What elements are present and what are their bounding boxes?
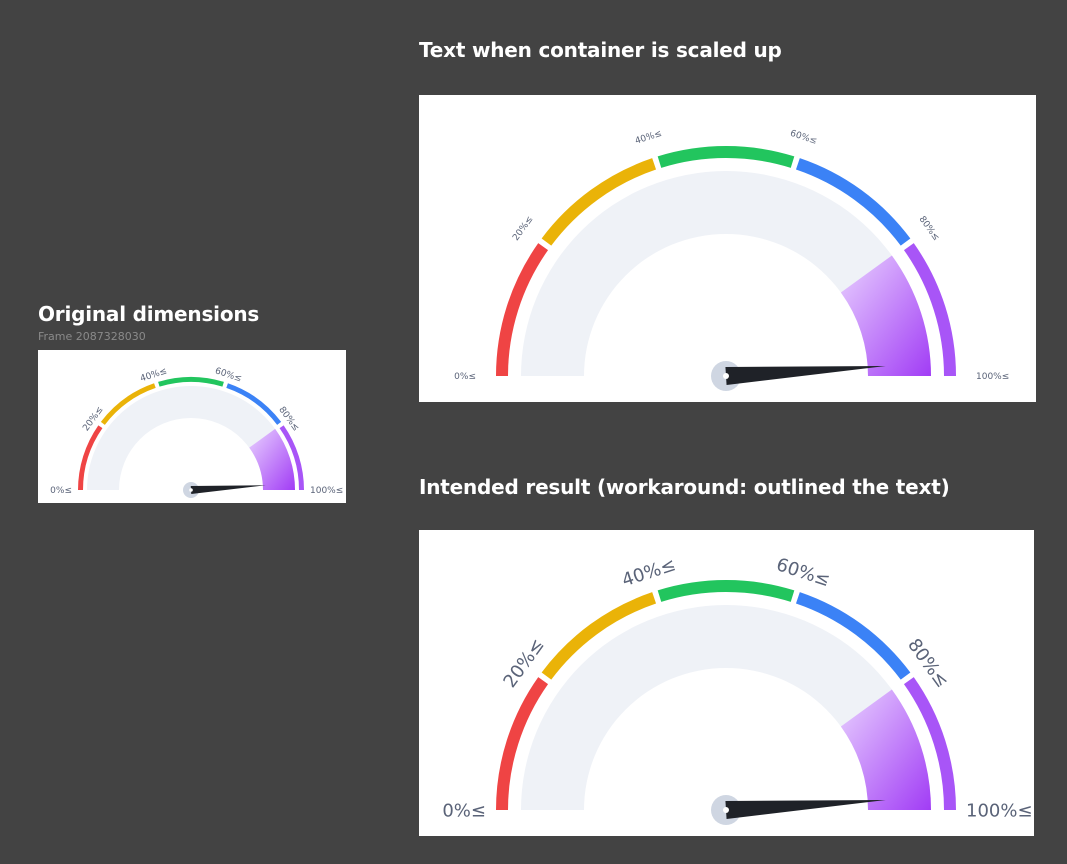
tick-label-60: 60%≤ xyxy=(774,554,833,591)
gauge-original: 0%≤ 20%≤ 40%≤ 60%≤ 80%≤ 100%≤ xyxy=(50,366,343,498)
segment-40-60 xyxy=(657,146,795,168)
segment-20-40 xyxy=(541,158,657,246)
segment-0-20 xyxy=(496,243,549,376)
segment-60-80 xyxy=(795,158,911,246)
tick-label-100: 100%≤ xyxy=(976,372,1009,382)
segment-20-40 xyxy=(541,592,657,680)
tick-label-0: 0%≤ xyxy=(442,800,486,821)
gauge-needle-group xyxy=(183,482,266,498)
segment-60-80 xyxy=(795,592,911,680)
gauge-intended: 0%≤ 20%≤ 40%≤ 60%≤ 80%≤ 100%≤ xyxy=(442,554,1033,825)
tick-label-100: 100%≤ xyxy=(310,486,343,496)
segment-80-100 xyxy=(903,243,956,376)
gauge-highlight-band xyxy=(840,255,931,376)
tick-label-20: 20%≤ xyxy=(511,215,535,243)
tick-label-80: 80%≤ xyxy=(276,405,300,433)
intended-result-title: Intended result (workaround: outlined th… xyxy=(419,475,950,499)
segment-60-80 xyxy=(226,383,282,425)
tick-label-40: 40%≤ xyxy=(619,554,678,591)
original-dimensions-title: Original dimensions xyxy=(38,302,260,326)
gauge-segments xyxy=(496,580,956,810)
scaled-text-title: Text when container is scaled up xyxy=(419,38,782,62)
tick-label-100: 100%≤ xyxy=(966,800,1033,821)
gauge-needle-group xyxy=(711,795,886,825)
tick-label-20: 20%≤ xyxy=(81,405,105,433)
gauge-frame-scaled[interactable]: 0%≤ 20%≤ 40%≤ 60%≤ 80%≤ 100%≤ xyxy=(419,95,1036,402)
gauge-track xyxy=(87,386,295,490)
tick-label-80: 80%≤ xyxy=(917,215,941,243)
needle-hub-dot xyxy=(189,488,193,492)
gauge-segments xyxy=(496,146,956,376)
segment-20-40 xyxy=(100,383,156,425)
tick-label-0: 0%≤ xyxy=(50,486,72,496)
segment-0-20 xyxy=(78,425,103,490)
gauge-frame-original[interactable]: 0%≤ 20%≤ 40%≤ 60%≤ 80%≤ 100%≤ xyxy=(38,350,346,503)
gauge-track xyxy=(521,171,931,376)
segment-80-100 xyxy=(903,677,956,810)
segment-40-60 xyxy=(158,377,224,387)
segment-80-100 xyxy=(279,425,304,490)
needle xyxy=(725,799,886,819)
frame-name-label: Frame 2087328030 xyxy=(38,330,146,343)
gauge-highlight-band xyxy=(840,689,931,810)
gauge-track xyxy=(521,605,931,810)
gauge-highlight-band xyxy=(249,428,295,490)
needle-hub-dot xyxy=(723,807,729,813)
tick-label-60: 60%≤ xyxy=(789,129,818,147)
tick-label-0: 0%≤ xyxy=(454,372,476,382)
segment-0-20 xyxy=(496,677,549,810)
gauge-needle-group xyxy=(711,361,886,391)
gauge-track-bg xyxy=(521,171,931,376)
needle xyxy=(725,365,886,385)
gauge-frame-intended[interactable]: 0%≤ 20%≤ 40%≤ 60%≤ 80%≤ 100%≤ xyxy=(419,530,1034,836)
gauge-track-bg xyxy=(87,386,295,490)
gauge-track-bg xyxy=(521,605,931,810)
gauge-segments xyxy=(78,377,304,490)
needle-hub-dot xyxy=(723,373,729,379)
gauge-scaled: 0%≤ 20%≤ 40%≤ 60%≤ 80%≤ 100%≤ xyxy=(454,129,1009,391)
needle xyxy=(190,485,266,494)
segment-40-60 xyxy=(657,580,795,602)
tick-label-40: 40%≤ xyxy=(634,129,663,147)
